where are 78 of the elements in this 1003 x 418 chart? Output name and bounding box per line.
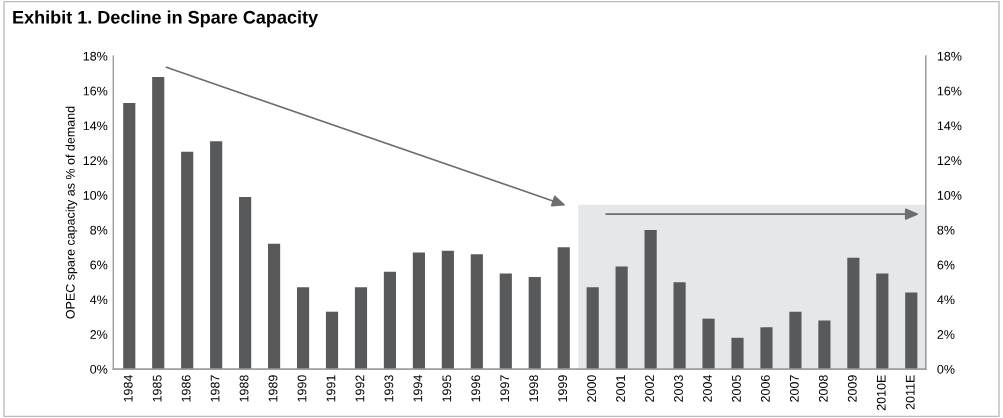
bar xyxy=(586,287,599,370)
bar xyxy=(470,254,483,370)
bar xyxy=(702,318,715,370)
x-tick-label: 2011E xyxy=(905,375,915,410)
y2-tick-label: 16% xyxy=(937,86,962,96)
x-tick-label: 1988 xyxy=(239,375,249,402)
bar xyxy=(760,327,773,370)
bar xyxy=(152,76,165,370)
x-tick-label: 1998 xyxy=(529,375,539,402)
x-tick-label: 2010E xyxy=(876,375,886,411)
bar xyxy=(673,282,686,370)
bar xyxy=(210,141,223,370)
y-tick-label: 6% xyxy=(90,260,108,270)
x-tick-label: 1984 xyxy=(123,375,133,402)
bar xyxy=(731,337,744,370)
x-tick-label: 1989 xyxy=(268,375,278,402)
bar xyxy=(181,151,194,370)
y2-tick-label: 0% xyxy=(937,364,955,374)
bar xyxy=(876,273,889,370)
y-tick-label: 10% xyxy=(83,190,108,200)
y-tick-label: 2% xyxy=(90,330,108,339)
bar xyxy=(325,311,339,370)
bar xyxy=(847,257,860,370)
y2-tick-label: 18% xyxy=(937,51,962,61)
y2-tick-label: 6% xyxy=(937,260,955,270)
bar xyxy=(818,320,831,370)
y-axis-title: OPEC spare capacity as % of demand xyxy=(65,106,78,319)
x-tick-label: 1996 xyxy=(471,375,481,402)
bar xyxy=(268,243,281,370)
bar xyxy=(239,196,252,370)
x-tick-label: 1991 xyxy=(326,375,336,402)
x-tick-label: 1999 xyxy=(558,375,568,402)
x-tick-label: 1987 xyxy=(210,375,220,402)
x-tick-label: 2007 xyxy=(789,375,799,402)
y2-tick-label: 14% xyxy=(937,121,962,131)
y-tick-label: 16% xyxy=(83,86,108,96)
y-tick-label: 12% xyxy=(83,156,108,165)
bar xyxy=(441,250,454,370)
bar xyxy=(296,287,310,370)
y-tick-label: 4% xyxy=(90,295,108,305)
y2-tick-label: 12% xyxy=(937,156,962,165)
y-tick-label: 18% xyxy=(83,51,108,61)
y-tick-label: 14% xyxy=(83,121,108,131)
y-tick-label: 8% xyxy=(90,225,108,235)
y2-tick-label: 4% xyxy=(937,295,955,305)
bar xyxy=(383,271,397,370)
bar xyxy=(354,287,368,370)
x-tick-label: 2004 xyxy=(703,375,712,402)
x-tick-label: 2002 xyxy=(645,375,654,402)
y2-tick-label: 8% xyxy=(937,225,955,235)
x-tick-label: 1985 xyxy=(152,375,162,402)
chart-title: Exhibit 1. Decline in Spare Capacity xyxy=(13,10,318,28)
bar xyxy=(123,102,136,370)
x-tick-label: 2001 xyxy=(616,375,626,402)
y-tick-label: 0% xyxy=(90,364,108,374)
x-tick-label: 2000 xyxy=(587,375,597,402)
bar xyxy=(557,247,570,370)
bar xyxy=(644,229,657,370)
x-tick-label: 1986 xyxy=(181,375,191,402)
x-tick-label: 2006 xyxy=(760,375,770,402)
bar xyxy=(412,252,425,370)
x-tick-label: 1992 xyxy=(355,375,365,402)
x-tick-label: 1993 xyxy=(384,375,394,402)
x-tick-label: 1994 xyxy=(413,375,423,402)
x-tick-label: 1990 xyxy=(297,375,307,402)
bar xyxy=(528,276,541,370)
x-tick-label: 2003 xyxy=(674,375,683,402)
bar xyxy=(615,266,628,370)
y2-tick-label: 10% xyxy=(937,190,962,200)
bar xyxy=(789,311,802,370)
bar xyxy=(905,292,918,370)
x-tick-label: 2009 xyxy=(847,375,857,402)
x-tick-label: 2008 xyxy=(818,375,828,402)
x-tick-label: 1997 xyxy=(500,375,510,402)
x-tick-label: 2005 xyxy=(732,375,741,402)
bar xyxy=(499,273,512,370)
y2-tick-label: 2% xyxy=(937,330,955,339)
x-tick-label: 1995 xyxy=(442,375,452,402)
